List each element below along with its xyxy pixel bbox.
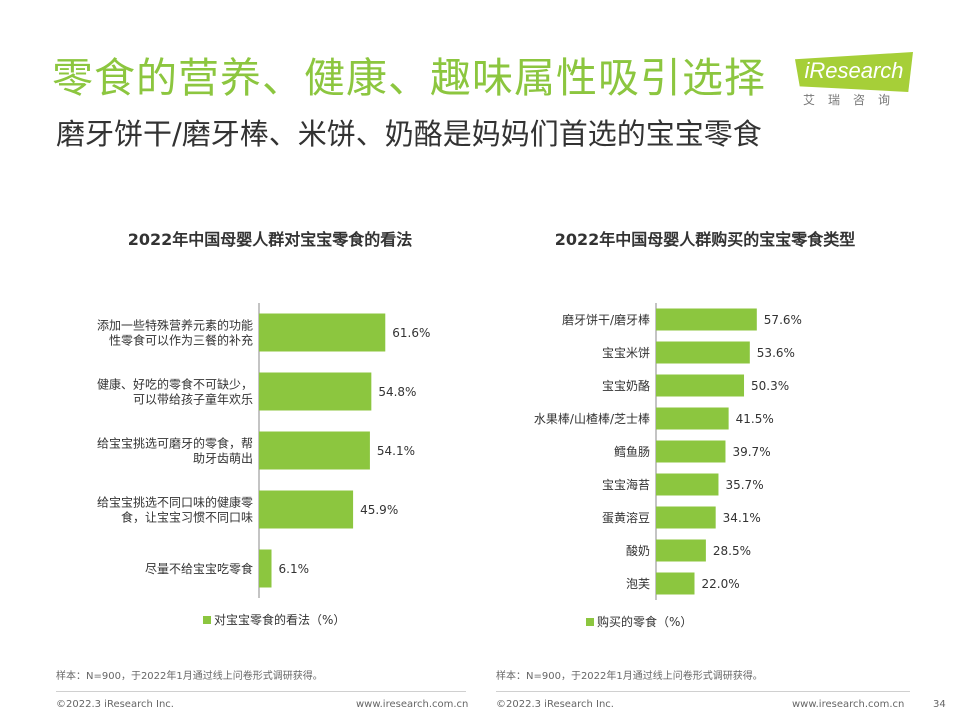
category-label: 尽量不给宝宝吃零食 [145, 561, 253, 576]
data-label: 53.6% [757, 346, 795, 360]
right-footer-url[interactable]: www.iresearch.com.cn [792, 699, 905, 710]
page-number: 34 [933, 699, 946, 710]
left-footer-divider [56, 691, 466, 692]
data-label: 6.1% [279, 562, 310, 576]
data-label: 34.1% [723, 511, 761, 525]
data-label: 28.5% [713, 544, 751, 558]
left-bar-chart: 添加一些特殊营养元素的功能性零食可以作为三餐的补充 61.6% 健康、好吃的零食不可… [97, 303, 430, 627]
logo-badge [795, 52, 913, 92]
category-label: 健康、好吃的零食不可缺少，可以带给孩子童年欢乐 [97, 376, 253, 406]
logo-wordmark: iResearch [804, 58, 904, 83]
data-label: 45.9% [360, 503, 398, 517]
bar [656, 572, 695, 595]
left-sample-note: 样本：N=900，于2022年1月通过线上问卷形式调研获得。 [56, 671, 323, 682]
right-sample-note: 样本：N=900，于2022年1月通过线上问卷形式调研获得。 [496, 671, 763, 682]
data-label: 22.0% [702, 577, 740, 591]
category-label: 宝宝海苔 [602, 477, 650, 492]
iresearch-logo: iResearch [795, 48, 915, 112]
data-label: 50.3% [751, 379, 789, 393]
data-label: 57.6% [764, 313, 802, 327]
logo-chinese-name: 艾瑞咨询 [802, 93, 903, 107]
bar [656, 506, 716, 529]
right-chart-title: 2022年中国母婴人群购买的宝宝零食类型 [554, 230, 856, 249]
page-title: 零食的营养、健康、趣味属性吸引选择 [52, 54, 766, 102]
bar [656, 341, 750, 364]
category-label: 给宝宝挑选可磨牙的零食，帮助牙齿萌出 [97, 435, 253, 465]
bar [656, 440, 726, 463]
legend-entry: 购买的零食（%） [597, 614, 692, 629]
category-label: 宝宝米饼 [602, 346, 650, 360]
bar [259, 549, 272, 588]
left-footer-copyright: ©2022.3 iResearch Inc. [56, 699, 174, 710]
category-label: 鳕鱼肠 [614, 445, 650, 459]
bar [656, 374, 745, 397]
data-label: 61.6% [392, 326, 430, 340]
bar [259, 490, 354, 529]
bar [656, 308, 757, 331]
legend-swatch [586, 618, 594, 626]
bar [259, 431, 370, 470]
left-footer-url[interactable]: www.iresearch.com.cn [356, 699, 469, 710]
category-label: 蛋黄溶豆 [602, 510, 650, 525]
category-label: 磨牙饼干/磨牙棒 [562, 313, 650, 327]
category-label: 宝宝奶酪 [602, 378, 650, 393]
category-label: 水果棒/山楂棒/芝士棒 [534, 411, 650, 426]
page-subtitle: 磨牙饼干/磨牙棒、米饼、奶酪是妈妈们首选的宝宝零食 [56, 117, 762, 151]
bar [259, 372, 372, 411]
left-chart-title: 2022年中国母婴人群对宝宝零食的看法 [127, 230, 413, 249]
bar [259, 313, 386, 352]
category-label: 酸奶 [626, 543, 650, 558]
right-footer-divider [496, 691, 910, 692]
data-label: 41.5% [736, 412, 774, 426]
category-label: 给宝宝挑选不同口味的健康零食，让宝宝习惯不同口味 [97, 494, 253, 524]
right-footer-copyright: ©2022.3 iResearch Inc. [496, 699, 614, 710]
data-label: 35.7% [725, 478, 763, 492]
category-label: 添加一些特殊营养元素的功能性零食可以作为三餐的补充 [97, 317, 253, 347]
category-label: 泡芙 [626, 577, 650, 591]
data-label: 39.7% [732, 445, 770, 459]
bar [656, 473, 719, 496]
right-bar-chart: 磨牙饼干/磨牙棒 57.6% 宝宝米饼 53.6% 宝宝奶酪 50.3% 水果棒/山楂棒/芝… [534, 303, 802, 629]
bar [656, 407, 729, 430]
bar [656, 539, 706, 562]
data-label: 54.8% [378, 385, 416, 399]
legend-swatch [203, 616, 211, 624]
data-label: 54.1% [377, 444, 415, 458]
legend-entry: 对宝宝零食的看法（%） [214, 612, 345, 627]
